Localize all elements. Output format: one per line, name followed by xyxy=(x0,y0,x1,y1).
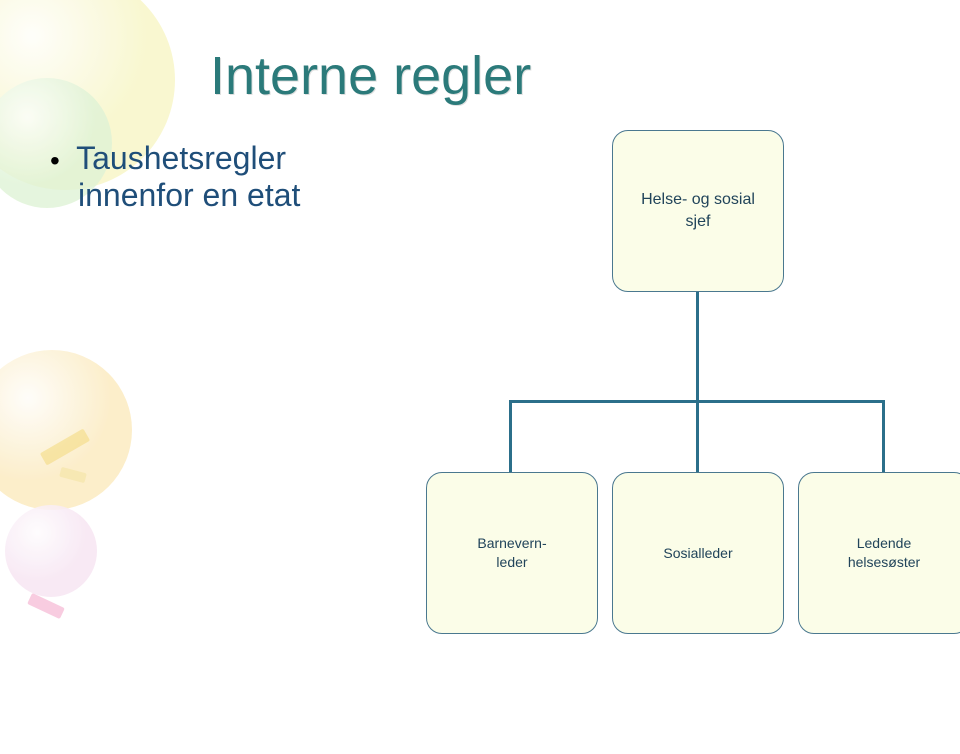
slide-title: Interne regler xyxy=(210,45,531,107)
org-node-child-3-label: Ledendehelsesøster xyxy=(848,534,920,572)
connector-drop-3 xyxy=(882,400,885,472)
bullet-text: • Taushetsregler innenfor en etat xyxy=(50,140,300,214)
balloon-icon xyxy=(0,350,132,510)
org-node-root-label: Helse- og sosialsjef xyxy=(641,189,755,232)
org-node-child-1: Barnevern-leder xyxy=(426,472,598,634)
org-node-child-2-label: Sosialleder xyxy=(663,544,732,563)
org-node-root: Helse- og sosialsjef xyxy=(612,130,784,292)
balloon-icon xyxy=(5,505,97,597)
bullet-line2: innenfor en etat xyxy=(78,177,300,213)
bullet-dot-icon: • xyxy=(50,145,60,176)
org-node-child-1-label: Barnevern-leder xyxy=(477,534,546,572)
connector-drop-1 xyxy=(509,400,512,472)
connector-root-down xyxy=(696,290,699,400)
ribbon-icon xyxy=(27,593,65,619)
org-node-child-3: Ledendehelsesøster xyxy=(798,472,960,634)
org-node-child-2: Sosialleder xyxy=(612,472,784,634)
bullet-line1: Taushetsregler xyxy=(76,140,286,176)
connector-drop-2 xyxy=(696,400,699,472)
slide: Interne regler • Taushetsregler innenfor… xyxy=(0,0,960,754)
